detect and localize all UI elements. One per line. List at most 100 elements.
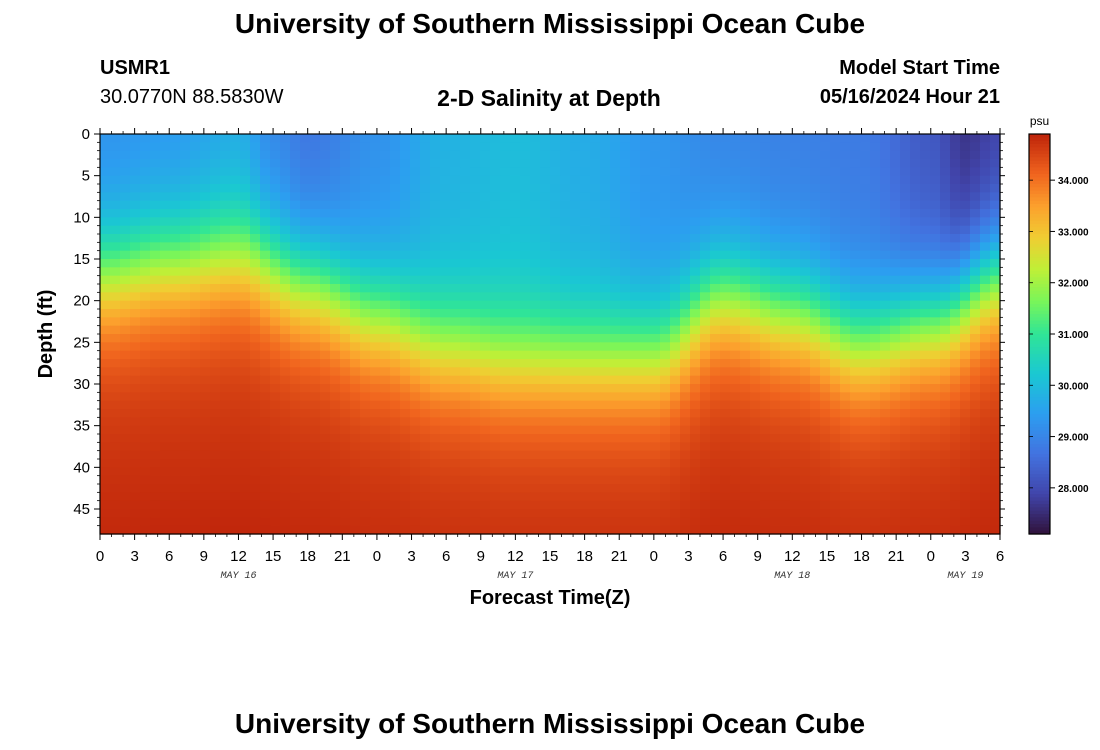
heatmap-cell xyxy=(830,492,841,502)
heatmap-cell xyxy=(570,459,581,468)
heatmap-cell xyxy=(440,384,451,393)
heatmap-cell xyxy=(690,142,701,152)
heatmap-cell xyxy=(400,234,411,243)
heatmap-cell xyxy=(330,467,341,477)
heatmap-cell xyxy=(440,492,451,502)
heatmap-cell xyxy=(830,367,841,377)
heatmap-cell xyxy=(900,334,911,343)
heatmap-cell xyxy=(470,417,481,427)
heatmap-cell xyxy=(890,500,901,510)
heatmap-cell xyxy=(980,442,991,452)
heatmap-cell xyxy=(310,175,321,185)
heatmap-cell xyxy=(580,217,591,227)
heatmap-cell xyxy=(690,459,701,468)
heatmap-cell xyxy=(140,517,151,527)
heatmap-cell xyxy=(160,292,171,302)
heatmap-cell xyxy=(970,375,981,385)
heatmap-cell xyxy=(890,375,901,385)
heatmap-cell xyxy=(120,467,131,477)
heatmap-cell xyxy=(430,209,441,218)
heatmap-cell xyxy=(290,359,301,368)
heatmap-cell xyxy=(120,475,131,485)
heatmap-cell xyxy=(120,334,131,343)
heatmap-cell xyxy=(100,175,111,185)
heatmap-cell xyxy=(150,225,161,235)
heatmap-cell xyxy=(430,484,441,493)
heatmap-cell xyxy=(590,400,601,410)
heatmap-cell xyxy=(190,359,201,368)
heatmap-cell xyxy=(420,159,431,168)
heatmap-cell xyxy=(300,367,311,377)
heatmap-cell xyxy=(130,309,141,318)
heatmap-cell xyxy=(280,400,291,410)
heatmap-cell xyxy=(800,459,811,468)
heatmap-cell xyxy=(400,475,411,485)
heatmap-cell xyxy=(380,200,391,210)
heatmap-cell xyxy=(970,392,981,402)
heatmap-cell xyxy=(580,159,591,168)
heatmap-cell xyxy=(600,467,611,477)
colorbar-segment xyxy=(1029,467,1050,472)
heatmap-cell xyxy=(400,417,411,427)
heatmap-cell xyxy=(730,400,741,410)
heatmap-cell xyxy=(820,434,831,443)
heatmap-cell xyxy=(300,525,311,535)
heatmap-cell xyxy=(300,434,311,443)
heatmap-cell xyxy=(640,159,651,168)
heatmap-cell xyxy=(590,500,601,510)
heatmap-cell xyxy=(280,342,291,352)
heatmap-cell xyxy=(730,300,741,310)
heatmap-cell xyxy=(150,475,161,485)
heatmap-cell xyxy=(380,525,391,535)
heatmap-cell xyxy=(660,217,671,227)
heatmap-cell xyxy=(490,267,501,277)
heatmap-cell xyxy=(510,275,521,285)
heatmap-cell xyxy=(180,217,191,227)
heatmap-cell xyxy=(320,150,331,160)
heatmap-cell xyxy=(360,292,371,302)
heatmap-cell xyxy=(670,342,681,352)
heatmap-cell xyxy=(740,509,751,518)
heatmap-cell xyxy=(830,459,841,468)
heatmap-cell xyxy=(230,200,241,210)
heatmap-cell xyxy=(640,450,651,460)
heatmap-cell xyxy=(560,250,571,260)
heatmap-cell xyxy=(940,392,951,402)
heatmap-cell xyxy=(100,367,111,377)
heatmap-cell xyxy=(830,167,841,177)
heatmap-cell xyxy=(380,517,391,527)
heatmap-cell xyxy=(970,217,981,227)
heatmap-cell xyxy=(700,192,711,202)
heatmap-cell xyxy=(400,167,411,177)
heatmap-cell xyxy=(160,434,171,443)
heatmap-cell xyxy=(700,425,711,435)
heatmap-cell xyxy=(650,234,661,243)
heatmap-cell xyxy=(760,459,771,468)
heatmap-cell xyxy=(720,342,731,352)
heatmap-cell xyxy=(630,317,641,327)
heatmap-cell xyxy=(100,400,111,410)
heatmap-cell xyxy=(400,425,411,435)
heatmap-cell xyxy=(850,192,861,202)
heatmap-cell xyxy=(780,150,791,160)
heatmap-cell xyxy=(990,492,1001,502)
heatmap-cell xyxy=(720,284,731,293)
heatmap-cell xyxy=(420,434,431,443)
heatmap-cell xyxy=(460,192,471,202)
heatmap-cell xyxy=(330,475,341,485)
heatmap-cell xyxy=(880,434,891,443)
heatmap-cell xyxy=(480,475,491,485)
heatmap-cell xyxy=(900,417,911,427)
heatmap-cell xyxy=(280,409,291,418)
heatmap-cell xyxy=(550,234,561,243)
heatmap-cell xyxy=(190,150,201,160)
heatmap-cell xyxy=(290,492,301,502)
heatmap-cell xyxy=(870,434,881,443)
heatmap-cell xyxy=(930,267,941,277)
heatmap-cell xyxy=(520,442,531,452)
heatmap-cell xyxy=(770,234,781,243)
heatmap-cell xyxy=(110,134,121,143)
heatmap-cell xyxy=(420,492,431,502)
heatmap-cell xyxy=(800,417,811,427)
heatmap-cell xyxy=(210,492,221,502)
